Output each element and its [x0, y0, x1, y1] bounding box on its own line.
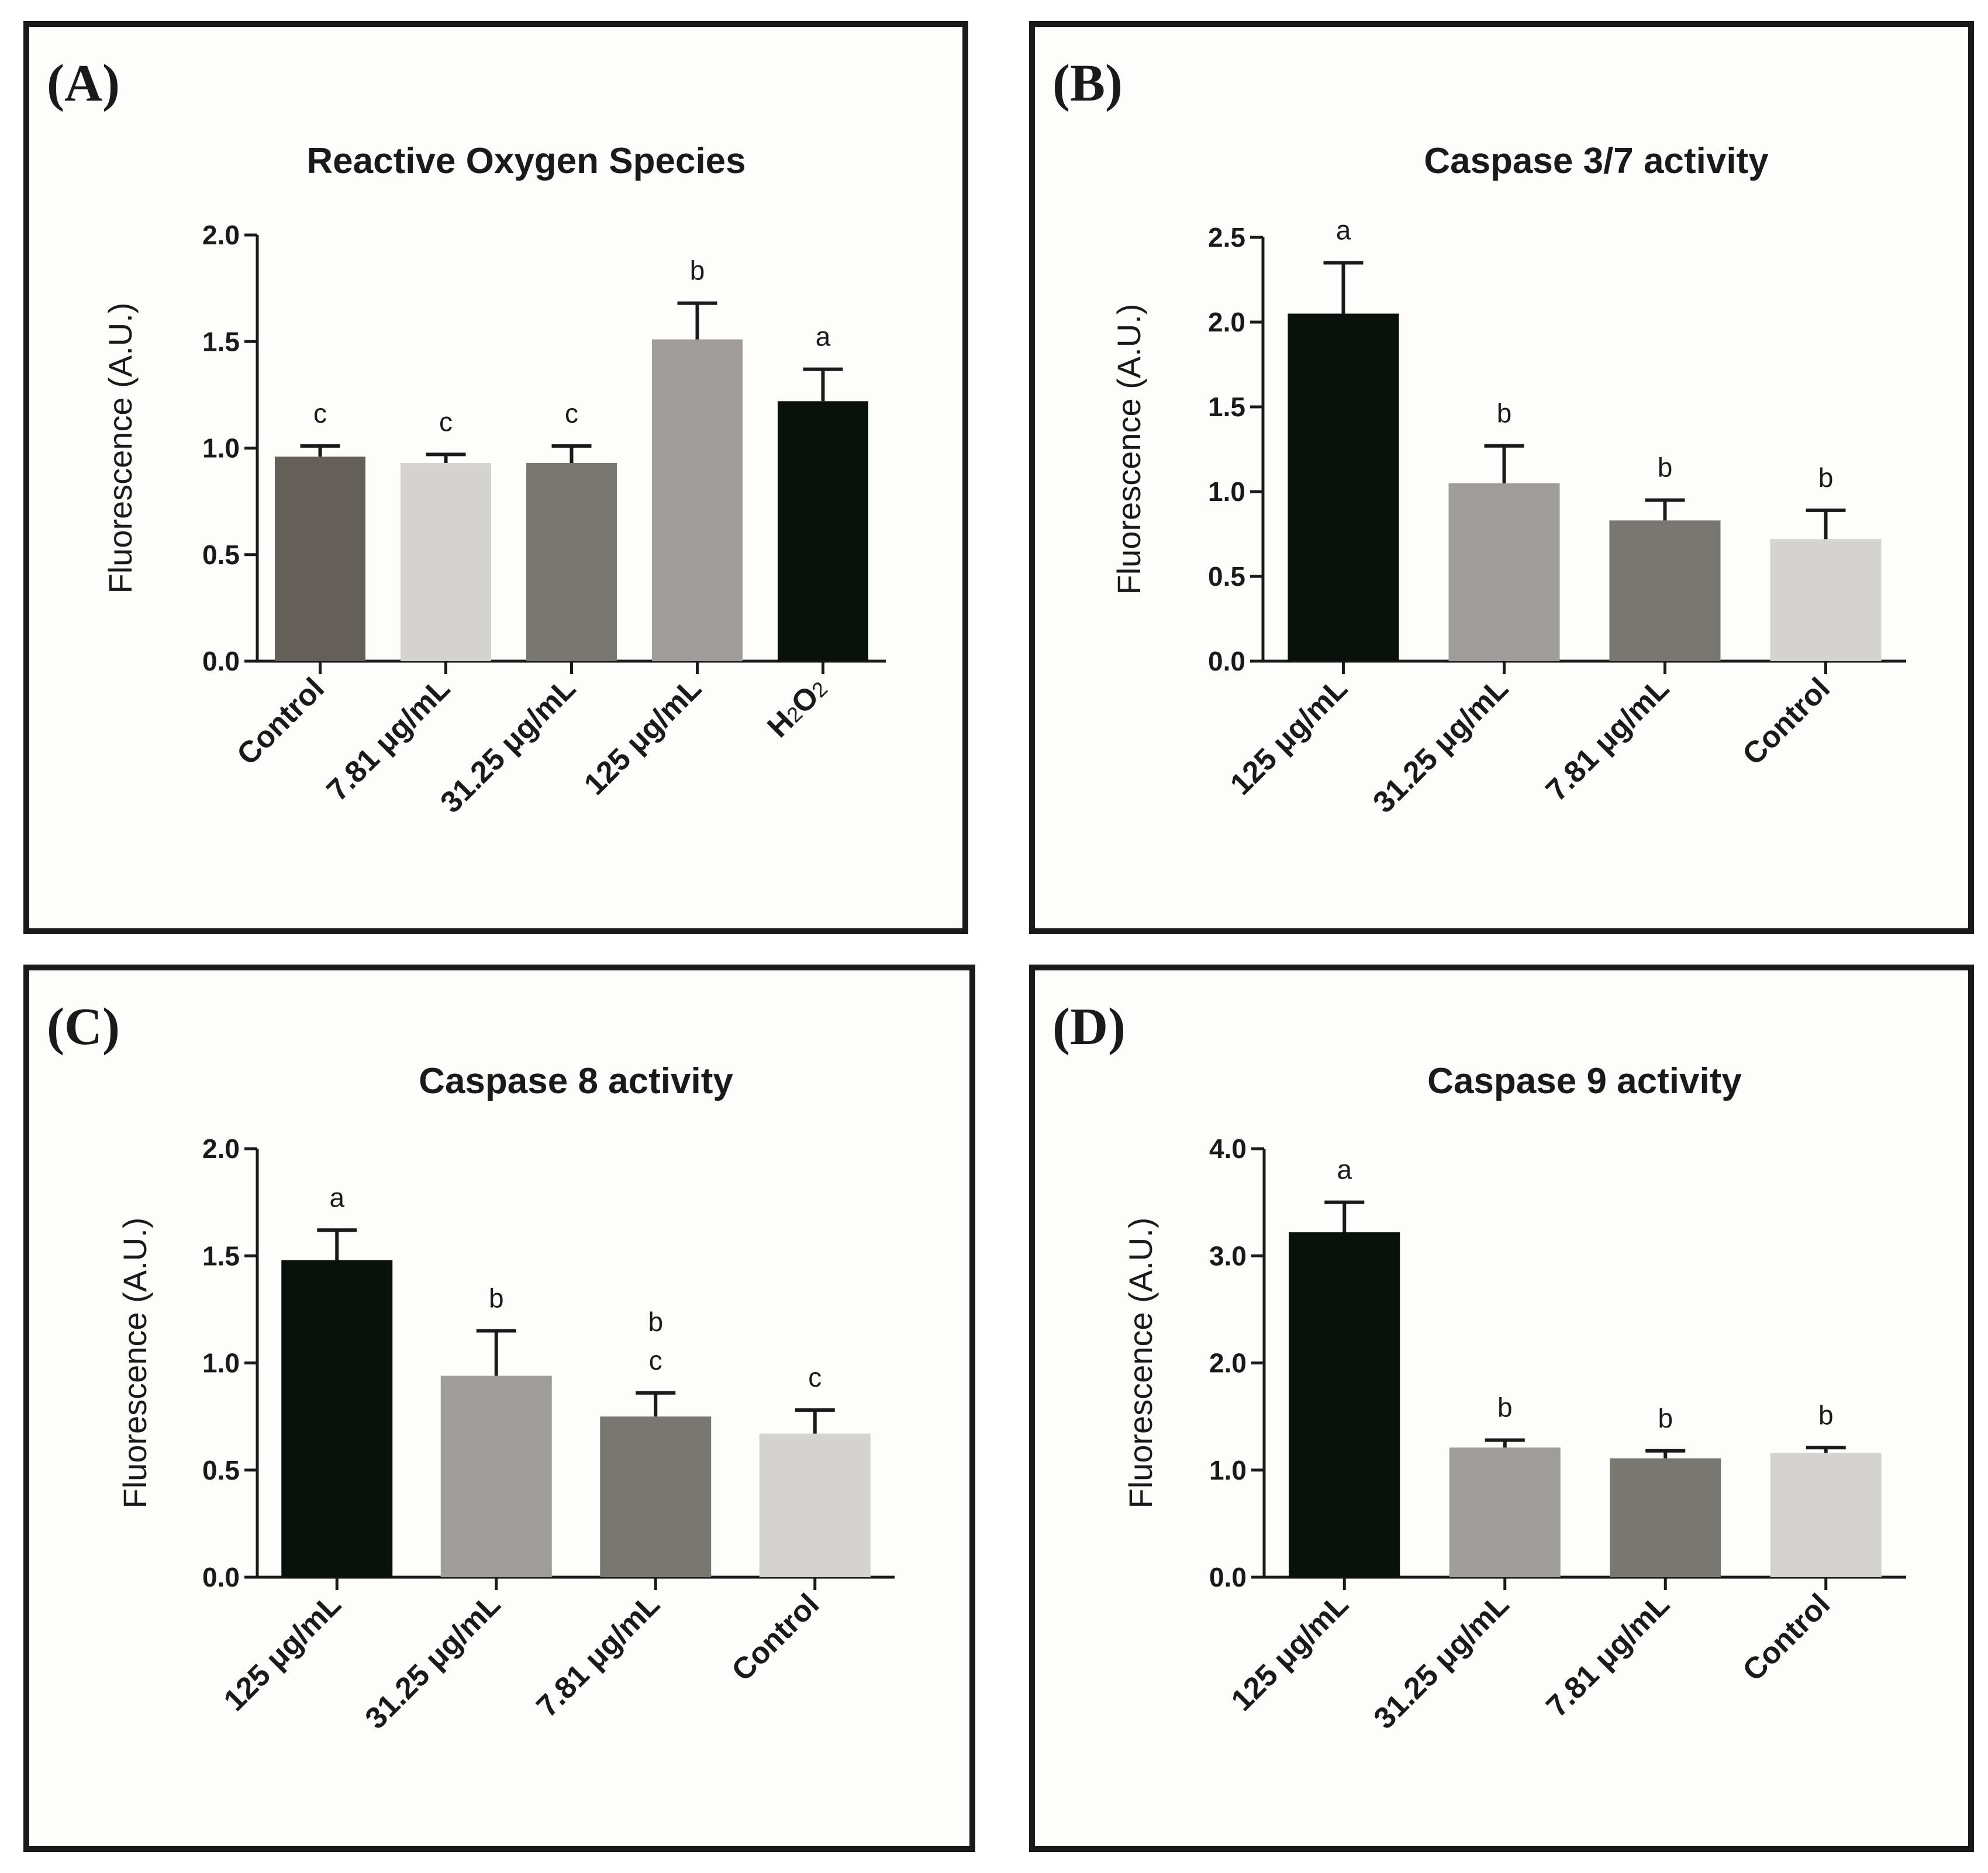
y-tick-label: 0.5 [1208, 561, 1245, 592]
y-axis-label: Fluorescence (A.U.) [1122, 1218, 1159, 1509]
y-axis-label: Fluorescence (A.U.) [116, 1218, 153, 1509]
category-label: Control [726, 1587, 826, 1688]
significance-label: b [648, 1307, 663, 1337]
significance-label: a [1337, 1155, 1352, 1185]
significance-label: c [649, 1345, 662, 1376]
significance-label: c [808, 1362, 822, 1392]
y-tick-label: 1.5 [202, 326, 240, 357]
y-tick-label: 0.0 [1209, 1562, 1247, 1592]
chart-a: Reactive Oxygen Species Fluorescence (A.U… [102, 141, 886, 820]
y-tick-label: 0.5 [202, 1455, 240, 1485]
y-tick-label: 1.0 [202, 433, 240, 464]
y-tick-label: 2.0 [202, 1134, 240, 1164]
panel-label: (D) [1052, 998, 1126, 1056]
panel-label: (B) [1052, 54, 1123, 112]
panel-d: (D) Caspase 9 activity Fluorescence (A.U.… [1029, 965, 1974, 1852]
bar [440, 1376, 552, 1577]
category-label: 7.81 μg/mL [320, 671, 457, 807]
significance-label: a [816, 322, 831, 352]
y-tick-label: 2.0 [1208, 307, 1245, 337]
significance-label: b [1497, 398, 1512, 428]
y-tick-label: 0.0 [1208, 646, 1245, 676]
y-tick-label: 2.0 [1209, 1348, 1247, 1378]
significance-label: c [439, 406, 453, 437]
category-label: Control [230, 671, 331, 772]
bar [1609, 520, 1721, 661]
bar [526, 463, 617, 661]
category-label: 7.81 μg/mL [530, 1587, 667, 1723]
chart-title: Caspase 9 activity [1427, 1061, 1742, 1101]
category-label: 125 μg/mL [1225, 1587, 1355, 1718]
y-axis-label: Fluorescence (A.U.) [102, 303, 139, 594]
panel-b: (B) Caspase 3/7 activity Fluorescence (A.… [1029, 21, 1974, 934]
category-label: 125 μg/mL [218, 1587, 348, 1718]
category-label: 31.25 μg/mL [1368, 1587, 1516, 1736]
y-tick-label: 1.0 [1208, 476, 1245, 507]
y-tick-label: 1.0 [1209, 1455, 1247, 1485]
significance-label: b [1658, 452, 1673, 483]
chart-c: Caspase 8 activity Fluorescence (A.U.) 0.0… [116, 1061, 895, 1736]
category-label: 7.81 μg/mL [1540, 1587, 1676, 1723]
significance-label: a [1336, 215, 1351, 246]
category-label: Control [1736, 671, 1837, 772]
panel-a: (A) Reactive Oxygen Species Fluorescence … [23, 21, 968, 934]
panel-label: (A) [47, 54, 120, 112]
bar [275, 457, 365, 661]
category-label: 31.25 μg/mL [434, 671, 582, 820]
significance-label: b [1818, 1399, 1834, 1430]
bar [1289, 1232, 1400, 1577]
y-tick-label: 0.0 [202, 1562, 240, 1592]
y-tick-label: 2.0 [202, 220, 240, 250]
category-label: Control [1737, 1587, 1837, 1688]
bar [1449, 1447, 1561, 1577]
category-label: H2O2 [761, 671, 834, 744]
significance-label: a [329, 1182, 344, 1212]
bar [1288, 313, 1399, 661]
significance-label: b [1658, 1403, 1673, 1433]
significance-label: b [1818, 462, 1834, 493]
category-label: 31.25 μg/mL [359, 1587, 508, 1736]
chart-b: Caspase 3/7 activity Fluorescence (A.U.) 0… [1110, 141, 1906, 820]
chart-title: Caspase 3/7 activity [1424, 141, 1769, 181]
panel-c: (C) Caspase 8 activity Fluorescence (A.U.… [23, 965, 975, 1852]
y-tick-label: 0.0 [202, 646, 240, 676]
bar [401, 463, 491, 661]
bar [1770, 1453, 1882, 1577]
y-axis-label: Fluorescence (A.U.) [1110, 304, 1147, 595]
bar [759, 1433, 871, 1577]
y-tick-label: 1.0 [202, 1348, 240, 1378]
significance-label: c [313, 398, 327, 428]
category-label: 31.25 μg/mL [1366, 671, 1515, 820]
category-label: 125 μg/mL [1224, 671, 1354, 801]
chart-title: Reactive Oxygen Species [306, 141, 746, 181]
bar [281, 1260, 393, 1577]
bar [600, 1416, 712, 1577]
significance-label: c [565, 398, 578, 428]
bar [1770, 539, 1882, 661]
y-tick-label: 1.5 [1208, 392, 1245, 422]
y-tick-label: 1.5 [202, 1240, 240, 1271]
category-label: 125 μg/mL [578, 671, 708, 801]
significance-label: b [690, 255, 705, 286]
chart-d: Caspase 9 activity Fluorescence (A.U.) 0.0… [1122, 1061, 1906, 1736]
panel-label: (C) [47, 998, 120, 1056]
y-tick-label: 4.0 [1209, 1134, 1247, 1164]
bar [1610, 1458, 1721, 1577]
y-tick-label: 0.5 [202, 540, 240, 570]
bar [1448, 483, 1560, 661]
significance-label: b [1497, 1392, 1513, 1422]
y-tick-label: 3.0 [1209, 1240, 1247, 1271]
significance-label: b [489, 1283, 504, 1314]
bar [778, 401, 868, 661]
chart-title: Caspase 8 activity [419, 1061, 733, 1101]
bar [652, 339, 743, 661]
category-label: 7.81 μg/mL [1540, 671, 1676, 807]
y-tick-label: 2.5 [1208, 222, 1245, 253]
